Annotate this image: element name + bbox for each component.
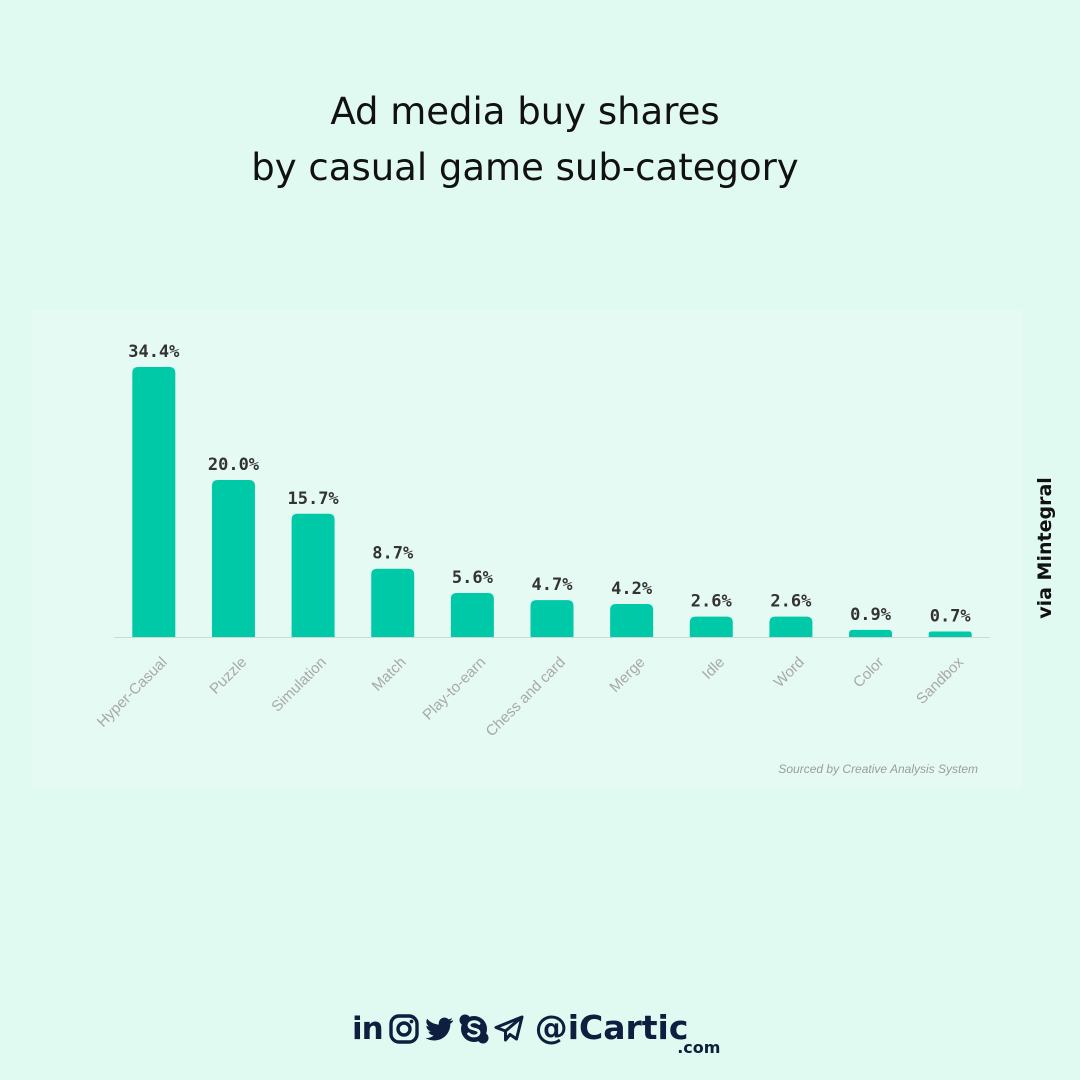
bar-chart: 34.4% Hyper-Casual 20.0% Puzzle 15.7% Simulat… xyxy=(94,342,990,740)
handle[interactable]: @iCartic .com xyxy=(534,1008,721,1057)
title-line-1: Ad media buy shares xyxy=(330,90,720,133)
data-label: 2.6% xyxy=(770,592,812,612)
data-label: 20.0% xyxy=(208,455,260,475)
bar xyxy=(371,568,415,637)
data-label: 5.6% xyxy=(452,568,494,588)
bar xyxy=(928,631,972,637)
data-label: 15.7% xyxy=(287,489,339,509)
source-note: Sourced by Creative Analysis System xyxy=(778,762,978,776)
bar xyxy=(849,629,893,637)
instagram-icon[interactable] xyxy=(388,1013,420,1045)
skype-icon[interactable] xyxy=(458,1013,490,1045)
data-label: 34.4% xyxy=(128,342,180,362)
x-tick-label: Merge xyxy=(606,654,648,696)
x-tick-label: Match xyxy=(369,654,410,695)
bar xyxy=(132,367,176,637)
x-tick-label: Puzzle xyxy=(206,654,250,698)
data-label: 2.6% xyxy=(691,592,733,612)
bar xyxy=(689,616,733,637)
bar xyxy=(769,616,813,637)
x-tick-label: Color xyxy=(850,654,887,691)
data-label: 4.7% xyxy=(532,575,574,595)
x-tick-label: Idle xyxy=(699,654,728,683)
chart-panel: 34.4% Hyper-Casual 20.0% Puzzle 15.7% Simulat… xyxy=(32,310,1022,788)
x-tick-label: Simulation xyxy=(268,654,330,716)
chart-title: Ad media buy shares by casual game sub-c… xyxy=(0,84,1050,196)
handle-suffix: .com xyxy=(677,1038,721,1057)
title-line-2: by casual game sub-category xyxy=(251,146,799,189)
x-tick-label: Chess and card xyxy=(483,654,569,740)
x-tick-label: Hyper-Casual xyxy=(94,654,171,731)
twitter-icon[interactable] xyxy=(423,1013,455,1045)
data-label: 8.7% xyxy=(372,544,414,564)
telegram-icon[interactable] xyxy=(493,1013,525,1045)
x-tick-label: Sandbox xyxy=(913,653,967,707)
bar xyxy=(291,513,335,637)
side-note: via Mintegral xyxy=(1034,477,1056,619)
data-label: 0.7% xyxy=(930,607,972,627)
x-tick-label: Word xyxy=(771,654,808,691)
data-label: 0.9% xyxy=(850,605,892,625)
bar xyxy=(610,604,654,637)
bar xyxy=(450,593,494,637)
handle-text[interactable]: @iCartic xyxy=(534,1008,689,1047)
x-tick-label: Play-to-earn xyxy=(419,654,489,724)
footer: in @iCartic .com xyxy=(352,1008,721,1060)
bar xyxy=(530,600,574,637)
social-icons: in xyxy=(352,1012,525,1046)
linkedin-icon[interactable]: in xyxy=(352,1011,384,1047)
data-label: 4.2% xyxy=(611,579,653,599)
bar xyxy=(211,480,255,637)
